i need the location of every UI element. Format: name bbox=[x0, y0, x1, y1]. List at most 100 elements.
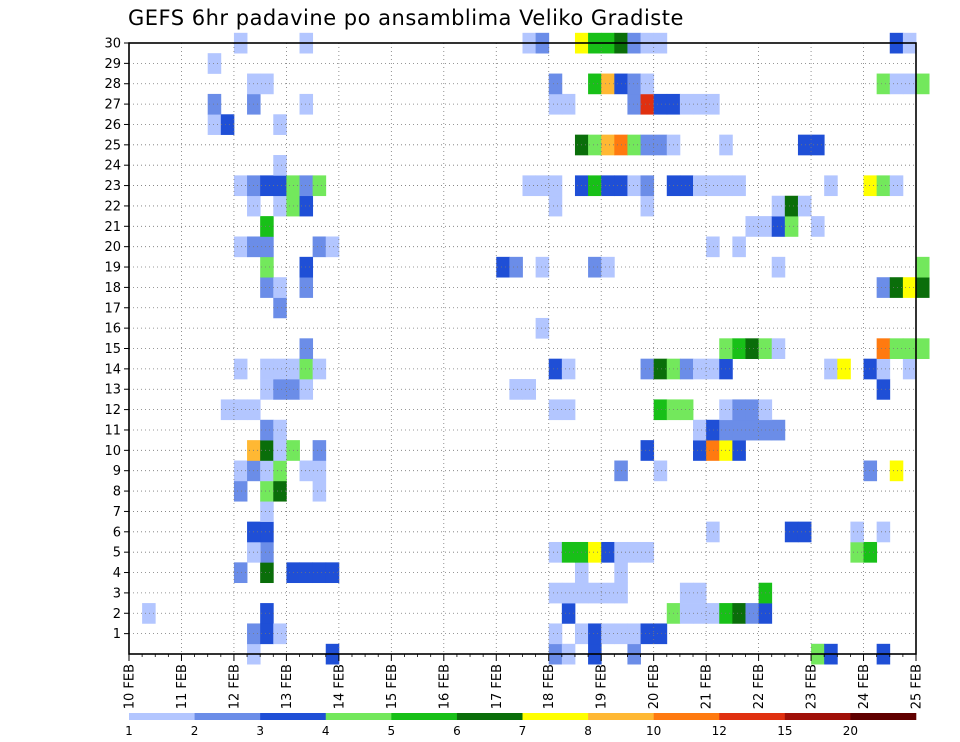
colorbar-segment bbox=[391, 713, 458, 720]
heatmap-cell bbox=[548, 399, 563, 421]
heatmap-cell bbox=[706, 603, 720, 624]
heatmap-cell bbox=[863, 358, 878, 380]
heatmap-cell bbox=[548, 93, 563, 115]
heatmap-cell bbox=[588, 73, 602, 95]
y-tick-label: 8 bbox=[113, 485, 121, 500]
heatmap-cell bbox=[706, 175, 720, 197]
heatmap-cell bbox=[273, 175, 287, 197]
heatmap-cell bbox=[693, 93, 707, 115]
colorbar-segment bbox=[653, 713, 720, 720]
y-tick-label: 1 bbox=[113, 627, 121, 642]
x-tick-label: 11 FEB bbox=[175, 664, 190, 709]
heatmap-cell bbox=[889, 338, 904, 359]
heatmap-cell bbox=[260, 541, 274, 563]
heatmap-cell bbox=[771, 256, 786, 278]
y-tick-label: 5 bbox=[113, 546, 121, 561]
heatmap-cell bbox=[299, 175, 314, 197]
x-tick-label: 10 FEB bbox=[123, 664, 138, 709]
heatmap-cell bbox=[876, 175, 891, 197]
heatmap-cell bbox=[548, 73, 563, 95]
heatmap-cell bbox=[653, 93, 668, 115]
y-tick-label: 6 bbox=[113, 525, 121, 540]
heatmap-cell bbox=[601, 73, 615, 95]
heatmap-cell bbox=[719, 134, 733, 156]
heatmap-cell bbox=[496, 256, 510, 278]
heatmap-cell bbox=[679, 175, 694, 197]
heatmap-cell bbox=[299, 379, 314, 400]
heatmap-cell bbox=[588, 175, 602, 197]
heatmap-cell bbox=[706, 440, 720, 461]
heatmap-cell bbox=[824, 358, 838, 380]
heatmap-cell bbox=[640, 541, 655, 563]
y-axis: 1234567891011121314151617181920212223242… bbox=[104, 37, 129, 642]
heatmap-cell bbox=[299, 93, 314, 115]
y-tick-label: 23 bbox=[104, 179, 121, 194]
heatmap-cell bbox=[299, 256, 314, 278]
heatmap-cell bbox=[719, 399, 733, 421]
heatmap-cell bbox=[273, 379, 287, 400]
heatmap-cell bbox=[719, 440, 733, 461]
y-tick-label: 21 bbox=[104, 220, 121, 235]
colorbar-label: 1 bbox=[125, 724, 133, 738]
heatmap-cell bbox=[233, 175, 248, 197]
y-tick-label: 4 bbox=[113, 566, 121, 581]
heatmap-cell bbox=[719, 338, 733, 359]
x-tick-label: 19 FEB bbox=[595, 664, 610, 709]
colorbar-segment bbox=[588, 713, 654, 720]
heatmap-cell bbox=[260, 256, 274, 278]
heatmap-cell bbox=[548, 623, 563, 645]
heatmap-cell bbox=[548, 582, 563, 604]
heatmap-cell bbox=[627, 73, 641, 95]
heatmap-cell bbox=[233, 480, 248, 502]
heatmap-cell bbox=[561, 93, 576, 115]
heatmap-cell bbox=[260, 277, 274, 298]
heatmap-cell bbox=[745, 399, 759, 421]
heatmap-cell bbox=[627, 175, 641, 197]
heatmap-cell bbox=[640, 358, 655, 380]
heatmap-cell bbox=[889, 73, 904, 95]
heatmap-cell bbox=[653, 460, 668, 482]
heatmap-cell bbox=[719, 419, 733, 441]
x-tick-label: 15 FEB bbox=[385, 664, 400, 709]
colorbar-label: 15 bbox=[777, 724, 792, 738]
heatmap-cell bbox=[588, 134, 602, 156]
heatmap-cell bbox=[916, 73, 930, 95]
heatmap-cell bbox=[693, 440, 707, 461]
y-tick-label: 7 bbox=[113, 505, 121, 520]
heatmap-cell bbox=[548, 175, 563, 197]
heatmap-cell bbox=[207, 93, 222, 115]
heatmap-cell bbox=[837, 358, 851, 380]
heatmap-cell bbox=[312, 358, 327, 380]
heatmap-cell bbox=[601, 134, 615, 156]
heatmap-cell bbox=[732, 399, 746, 421]
heatmap-cell bbox=[876, 521, 891, 543]
heatmap-cell bbox=[312, 460, 327, 482]
heatmap-cell bbox=[601, 175, 615, 197]
x-tick-label: 22 FEB bbox=[752, 664, 767, 709]
heatmap-cell bbox=[273, 358, 287, 380]
heatmap-cell bbox=[260, 623, 274, 645]
y-tick-label: 10 bbox=[104, 444, 121, 459]
heatmap-cell bbox=[745, 419, 759, 441]
heatmap-cell bbox=[693, 175, 707, 197]
heatmap-cell bbox=[299, 338, 314, 359]
y-tick-label: 28 bbox=[104, 77, 121, 92]
heatmap-cell bbox=[260, 603, 274, 624]
heatmap-cell bbox=[771, 216, 786, 237]
heatmap-cell bbox=[706, 236, 720, 258]
heatmap-cell bbox=[535, 175, 550, 197]
heatmap-cell bbox=[207, 53, 222, 74]
heatmap-cell bbox=[233, 236, 248, 258]
heatmap-cell bbox=[273, 277, 287, 298]
y-tick-label: 26 bbox=[104, 118, 121, 133]
heatmap-cell bbox=[233, 358, 248, 380]
heatmap-cell bbox=[233, 562, 248, 584]
heatmap-cell bbox=[312, 562, 327, 584]
heatmap-cell bbox=[679, 358, 694, 380]
heatmap-cell bbox=[312, 236, 327, 258]
heatmap-cell bbox=[876, 338, 891, 359]
heatmap-cell bbox=[863, 541, 878, 563]
x-tick-label: 13 FEB bbox=[280, 664, 295, 709]
heatmap-cell bbox=[299, 460, 314, 482]
heatmap-cell bbox=[601, 623, 615, 645]
